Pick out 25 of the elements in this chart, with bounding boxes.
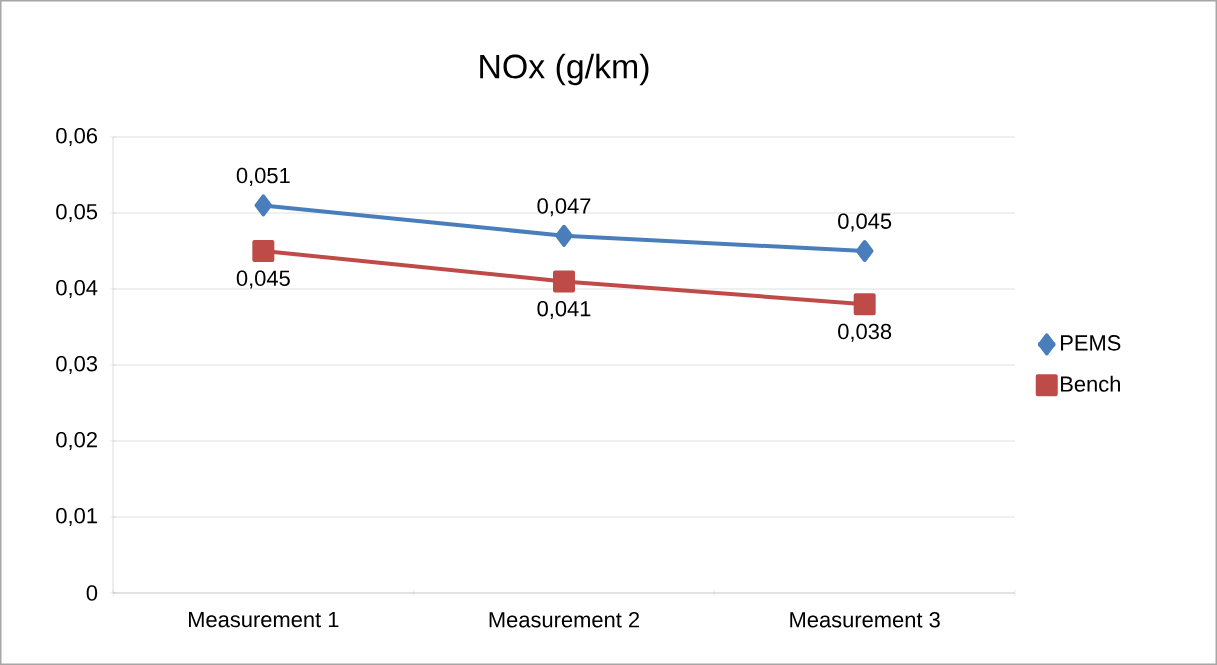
legend-label: PEMS <box>1061 335 1121 351</box>
data-label: 0,038 <box>838 323 892 342</box>
point <box>254 194 273 217</box>
point <box>555 224 573 247</box>
chart-title: NOx (g/km) <box>480 53 649 86</box>
point <box>252 240 275 262</box>
y-tick-label: 0,06 <box>56 127 98 147</box>
point <box>553 270 575 293</box>
point <box>855 240 874 262</box>
data-label: 0,051 <box>236 167 290 186</box>
y-tick-label: 0 <box>86 585 98 601</box>
y-tick-label: 0,02 <box>56 431 97 451</box>
data-label: 0,047 <box>537 198 591 217</box>
x-tick-label: Measurement 3 <box>790 612 940 628</box>
legend-label: Bench <box>1061 375 1120 392</box>
data-label: 0,041 <box>537 300 591 319</box>
y-tick-label: 0,01 <box>56 507 97 527</box>
data-label: 0,045 <box>838 213 892 232</box>
y-tick-label: 0,04 <box>56 279 98 299</box>
x-tick-label: Measurement 2 <box>489 612 640 628</box>
point <box>853 293 876 316</box>
y-tick-label: 0,05 <box>56 203 98 223</box>
data-label: 0,045 <box>236 270 290 289</box>
x-tick-label: Measurement 1 <box>188 612 339 628</box>
y-tick-label: 0,03 <box>56 355 98 375</box>
